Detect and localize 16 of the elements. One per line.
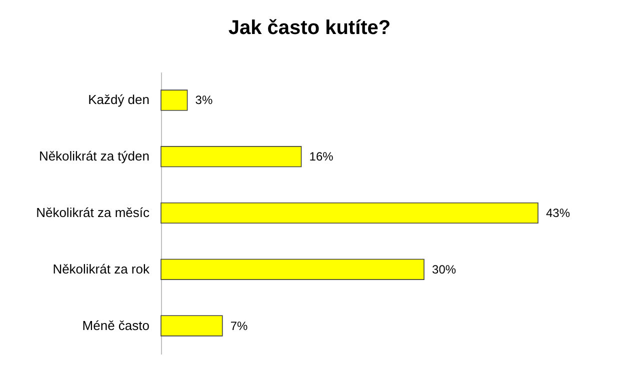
data-label: 30% [432,262,456,276]
data-label: 43% [546,206,570,220]
data-label: 3% [195,93,213,108]
bar [160,202,538,224]
data-label: 7% [230,318,248,333]
y-tick-label: Několikrát za měsíc [36,205,150,220]
y-tick-label: Několikrát za týden [38,148,150,164]
bar [160,90,188,111]
y-tick-label: Méně často [82,318,150,333]
bar [160,258,424,280]
data-label: 16% [309,150,334,164]
bar [160,146,302,168]
y-tick-label: Několikrát za rok [52,261,150,276]
y-tick-label: Každý den [88,92,150,108]
chart-title: Jak často kutíte? [228,17,391,39]
bar [160,315,223,336]
